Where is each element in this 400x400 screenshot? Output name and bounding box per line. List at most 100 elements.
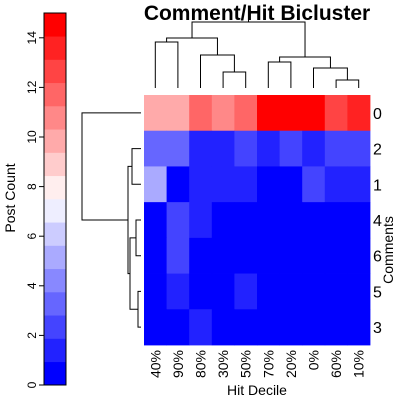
color-key: 0 2 4 6 8 10 12 14 xyxy=(25,12,67,388)
column-labels: 40% 90% 80% 30% 50% 70% 20% 0% 60% 10% xyxy=(147,350,366,378)
heatmap-cell xyxy=(144,237,167,274)
column-dendrogram-link xyxy=(267,61,292,88)
heatmap-cell xyxy=(279,202,303,239)
heatmap-cell xyxy=(211,273,235,310)
heatmap-cell xyxy=(324,237,348,274)
color-key-band xyxy=(44,199,66,223)
row-dendrogram-link xyxy=(81,112,141,221)
column-dendrogram-link xyxy=(166,37,218,55)
heatmap-cell xyxy=(302,237,326,274)
heatmap-cell xyxy=(189,130,213,167)
color-key-band xyxy=(44,175,66,200)
heatmap-cell xyxy=(211,237,235,274)
colorbar-label: Post Count xyxy=(2,163,18,232)
heatmap-cell xyxy=(302,202,326,239)
color-key-band xyxy=(44,82,66,107)
column-label: 10% xyxy=(351,350,367,378)
heatmap-cell xyxy=(302,95,326,132)
color-key-tick-label: 8 xyxy=(25,183,39,190)
color-key-tick-label: 0 xyxy=(25,381,39,388)
heatmap-cell xyxy=(347,130,371,167)
heatmap-cell xyxy=(279,166,303,203)
heatmap-cell xyxy=(166,130,190,167)
x-axis-label: Hit Decile xyxy=(227,382,287,398)
heatmap-cell xyxy=(166,166,190,203)
heatmap-cell xyxy=(234,95,258,132)
heatmap-cell xyxy=(234,130,258,167)
chart-title: Comment/Hit Bicluster xyxy=(144,2,370,25)
heatmap-cell xyxy=(166,95,190,132)
color-key-band xyxy=(44,59,66,84)
heatmap-cell xyxy=(324,273,348,310)
y-axis-label: Comments xyxy=(380,216,396,284)
color-key-tick-label: 12 xyxy=(25,80,39,94)
row-dendrogram-link xyxy=(135,219,141,257)
color-key-band xyxy=(44,292,66,316)
color-key-band xyxy=(44,361,66,386)
heatmap-cell xyxy=(302,309,326,346)
row-dendrogram-link xyxy=(131,148,141,185)
heatmap-cell xyxy=(257,309,280,346)
heatmap-cell xyxy=(166,273,190,310)
heatmap-cell xyxy=(324,95,348,132)
heatmap-cell xyxy=(302,273,326,310)
heatmap-cell xyxy=(211,202,235,239)
heatmap-cell xyxy=(347,237,371,274)
heatmap-cell xyxy=(234,202,258,239)
column-label: 0% xyxy=(306,350,322,370)
heatmap-cell xyxy=(324,202,348,239)
heatmap-cell xyxy=(189,95,213,132)
heatmap-cell xyxy=(144,309,167,346)
heatmap-cell xyxy=(257,273,280,310)
column-label: 80% xyxy=(193,350,209,378)
heatmap-cell xyxy=(144,95,167,132)
row-labels: 0 2 1 4 6 5 3 xyxy=(373,106,382,337)
color-key-band xyxy=(44,36,66,60)
row-label: 5 xyxy=(373,284,382,301)
heatmap-cell xyxy=(347,202,371,239)
heatmap-cell xyxy=(279,273,303,310)
heatmap-cell xyxy=(166,237,190,274)
column-dendrogram-link xyxy=(191,21,306,57)
heatmap-cells xyxy=(144,95,371,346)
heatmap-cell xyxy=(257,237,280,274)
heatmap-cell xyxy=(302,130,326,167)
heatmap-cell xyxy=(324,166,348,203)
heatmap-cell xyxy=(347,166,371,203)
heatmap-cell xyxy=(257,202,280,239)
column-dendrogram-link xyxy=(335,79,360,88)
row-label: 0 xyxy=(373,106,382,123)
column-dendrogram-link xyxy=(222,71,247,88)
color-key-tick-label: 2 xyxy=(25,332,39,339)
color-key-band xyxy=(44,268,66,293)
row-label: 6 xyxy=(373,249,382,266)
heatmap-cell xyxy=(189,202,213,239)
heatmap-cell xyxy=(279,237,303,274)
column-label: 50% xyxy=(238,350,254,378)
heatmap-cell xyxy=(234,309,258,346)
heatmap-cell xyxy=(302,166,326,203)
color-key-tick-label: 14 xyxy=(25,31,39,45)
heatmap-cell xyxy=(211,309,235,346)
heatmap-cell xyxy=(189,166,213,203)
heatmap-cell xyxy=(144,202,167,239)
heatmap-cell xyxy=(234,237,258,274)
heatmap-cell xyxy=(189,273,213,310)
heatmap-cell xyxy=(211,130,235,167)
heatmap-cell xyxy=(166,202,190,239)
column-label: 90% xyxy=(170,350,186,378)
color-key-band xyxy=(44,106,66,130)
color-key-tick-label: 6 xyxy=(25,233,39,240)
heatmap-cell xyxy=(189,237,213,274)
heatmap-cell xyxy=(211,166,235,203)
heatmap-cell xyxy=(211,95,235,132)
heatmap-cell xyxy=(324,309,348,346)
row-dendrogram xyxy=(81,112,141,328)
row-label: 3 xyxy=(373,320,382,337)
heatmap-cell xyxy=(166,309,190,346)
heatmap-cell xyxy=(144,166,167,203)
heatmap-cell xyxy=(324,130,348,167)
heatmap-cell xyxy=(257,130,280,167)
color-key-tick-label: 4 xyxy=(25,282,39,289)
